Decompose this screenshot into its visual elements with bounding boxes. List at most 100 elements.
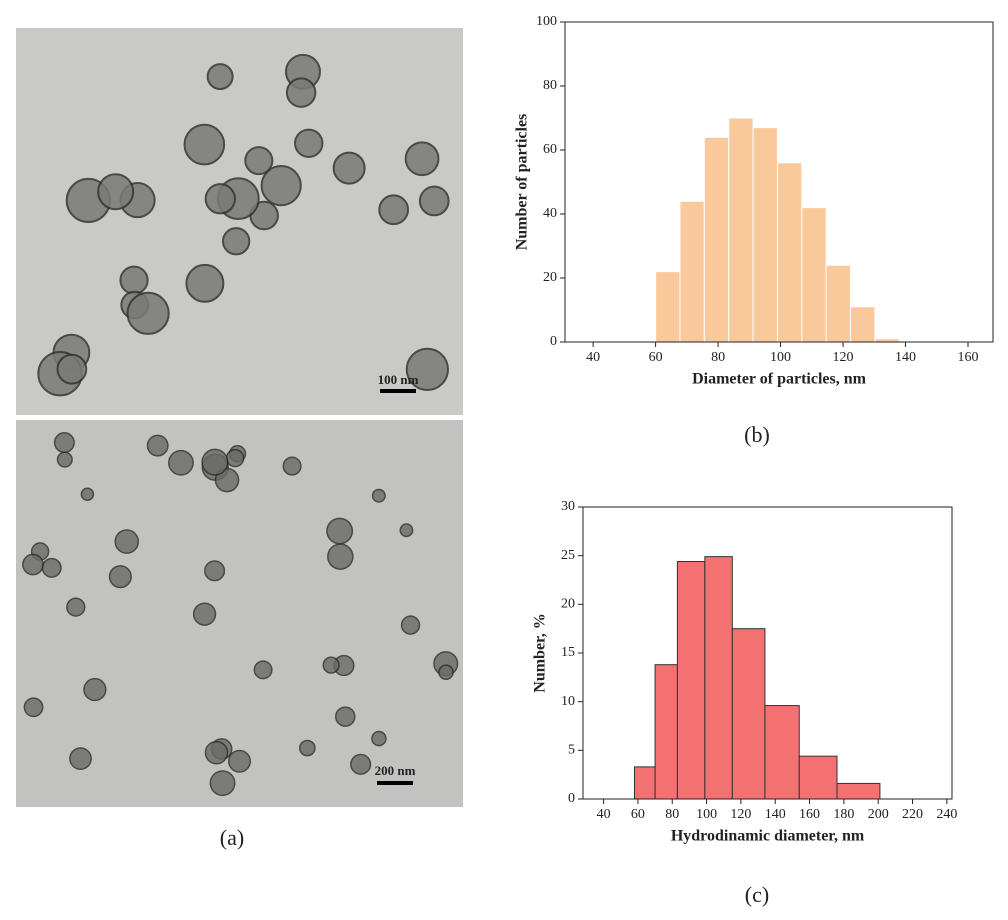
x-tick-label: 140 (895, 350, 916, 365)
particle (206, 63, 234, 91)
particle (204, 183, 236, 215)
bar (676, 561, 706, 800)
particle (222, 227, 251, 256)
y-tick-label: 100 (536, 14, 557, 29)
bar (704, 556, 733, 800)
x-tick-label: 120 (730, 807, 751, 822)
bar (655, 271, 681, 343)
particle (327, 543, 354, 570)
particle (405, 347, 449, 392)
x-tick-label: 40 (597, 807, 611, 822)
x-tick-label: 60 (649, 350, 663, 365)
particle (126, 291, 170, 335)
particle (404, 141, 440, 177)
panel-label: (c) (745, 882, 769, 907)
particle (298, 739, 316, 757)
bar (679, 200, 705, 343)
particle (53, 432, 75, 454)
bar (703, 136, 730, 343)
panel-label: (a) (220, 825, 244, 850)
x-tick-label: 100 (696, 807, 717, 822)
particle (80, 487, 95, 502)
y-tick-label: 20 (561, 597, 575, 612)
particle (332, 151, 366, 185)
x-tick-label: 100 (770, 350, 791, 365)
particle (83, 677, 107, 702)
particle (282, 456, 302, 476)
bar (728, 117, 754, 343)
particle (97, 173, 135, 211)
y-axis-label: Number, % (532, 613, 549, 692)
particle (400, 615, 421, 635)
x-tick-label: 40 (586, 350, 600, 365)
x-tick-label: 160 (958, 350, 979, 365)
particle (146, 434, 169, 457)
x-tick-label: 200 (868, 807, 889, 822)
x-tick-label: 240 (936, 807, 957, 822)
x-tick-label: 80 (665, 807, 679, 822)
x-axis-label: Hydrodinamic diameter, nm (671, 828, 865, 845)
bar (798, 755, 838, 800)
particle (23, 697, 44, 718)
particle (56, 353, 88, 385)
y-tick-label: 10 (561, 694, 575, 709)
particle (438, 664, 454, 681)
particle (225, 448, 245, 468)
tem-image-bottom (16, 420, 463, 807)
particle (69, 747, 92, 771)
x-tick-label: 220 (902, 807, 923, 822)
particle (204, 560, 226, 582)
particle (322, 656, 340, 674)
scale-label: 200 nm (375, 763, 416, 778)
scale-label: 100 nm (378, 372, 419, 387)
particle (168, 449, 194, 476)
bar (731, 628, 766, 800)
x-tick-label: 60 (631, 807, 645, 822)
bar (633, 766, 656, 800)
particle (204, 740, 229, 765)
y-tick-label: 80 (543, 78, 557, 93)
particle (183, 123, 226, 166)
particle (114, 529, 140, 554)
particle (41, 557, 62, 578)
particle (418, 185, 450, 217)
y-tick-label: 25 (561, 548, 575, 563)
particle (285, 77, 317, 108)
particle (350, 753, 372, 775)
bar (836, 782, 881, 800)
particle (260, 165, 302, 207)
particle (22, 553, 44, 576)
y-tick-label: 20 (543, 270, 557, 285)
particles (22, 53, 459, 797)
particle (66, 597, 86, 617)
y-tick-label: 30 (561, 499, 575, 514)
particle (201, 448, 229, 476)
x-tick-label: 80 (711, 350, 725, 365)
particle (334, 706, 356, 727)
particle (209, 770, 236, 797)
y-tick-label: 0 (568, 791, 575, 806)
y-tick-label: 60 (543, 142, 557, 157)
y-tick-label: 0 (550, 334, 557, 349)
particle (371, 488, 386, 503)
x-tick-label: 140 (765, 807, 786, 822)
x-tick-label: 180 (833, 807, 854, 822)
bar (752, 127, 778, 343)
particle (214, 467, 240, 493)
particle (253, 660, 273, 680)
particle (294, 128, 324, 158)
bar (654, 664, 678, 800)
particle (326, 517, 354, 545)
x-tick-label: 160 (799, 807, 820, 822)
y-tick-label: 5 (568, 743, 575, 758)
particle (378, 194, 410, 226)
particle (119, 265, 149, 295)
particle (399, 523, 414, 538)
bar (850, 306, 876, 343)
y-tick-label: 40 (543, 206, 557, 221)
bar (801, 207, 827, 343)
particle (228, 749, 252, 773)
panel-label: (b) (744, 422, 770, 447)
bar (776, 162, 803, 343)
